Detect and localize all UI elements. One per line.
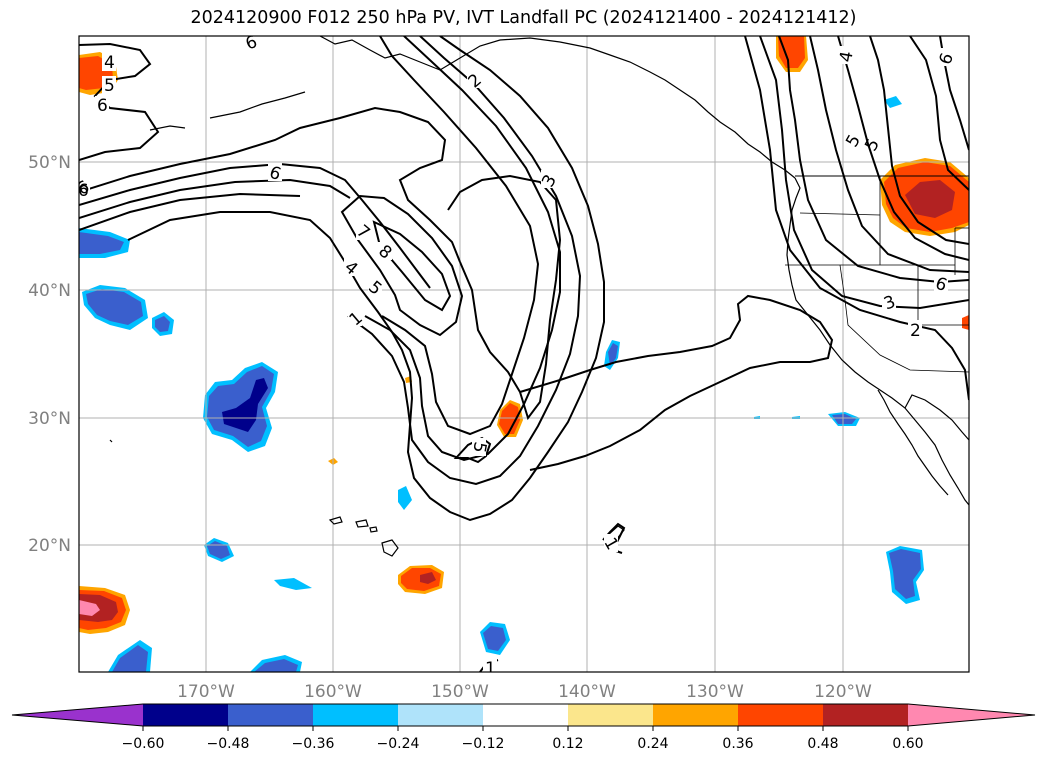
- colorbar-segment: [398, 704, 484, 726]
- lat-label: 40°N: [28, 281, 71, 301]
- colorbar-segment: [143, 704, 229, 726]
- pv-anomaly-regions: [79, 36, 969, 672]
- contour-label: 5: [861, 135, 884, 154]
- lon-label: 120°W: [814, 682, 872, 702]
- contour-label-halos: [79, 36, 952, 672]
- colorbar-tick-label: −0.36: [292, 736, 335, 752]
- lon-label: 170°W: [177, 682, 235, 702]
- colorbar-segment: [653, 704, 739, 726]
- lon-label: 160°W: [304, 682, 362, 702]
- colorbar-tick-label: −0.60: [122, 736, 165, 752]
- colorbar-tick-label: −0.24: [377, 736, 420, 752]
- latitude-labels: 50°N 40°N 30°N 20°N: [28, 153, 71, 556]
- graticule: [79, 36, 969, 672]
- contour-label: 5: [468, 440, 490, 454]
- contour-label: 2: [465, 70, 486, 92]
- colorbar-tick-label: 0.12: [552, 736, 583, 752]
- lon-label: 130°W: [686, 682, 744, 702]
- contour-label: 4: [104, 53, 115, 73]
- colorbar-tick-label: 0.48: [807, 736, 838, 752]
- contour-label: 5: [364, 277, 385, 299]
- contour-label: 7: [352, 221, 373, 243]
- colorbar-tick-label: 0.60: [892, 736, 923, 752]
- contour-label: 4: [836, 50, 858, 64]
- contour-label: 6: [78, 181, 89, 201]
- colorbar-extend-min: [12, 704, 143, 726]
- colorbar-tick-label: −0.48: [207, 736, 250, 752]
- contour-label: 2: [910, 321, 921, 341]
- lon-label: 140°W: [558, 682, 616, 702]
- longitude-labels: 170°W 160°W 150°W 140°W 130°W 120°W: [177, 682, 872, 702]
- map-title: 2024120900 F012 250 hPa PV, IVT Landfall…: [190, 8, 857, 28]
- colorbar-segment: [483, 704, 569, 726]
- colorbar-segment: [568, 704, 654, 726]
- colorbar-extend-max: [908, 704, 1035, 726]
- contour-label: 6: [243, 32, 260, 54]
- lat-label: 20°N: [28, 536, 71, 556]
- colorbar-tick-label: 0.24: [637, 736, 668, 752]
- colorbar: −0.60 −0.48 −0.36 −0.24 −0.12 0.12 0.24 0.36 0.4…: [11, 703, 1036, 752]
- map-field: 4 5 6 6 5 6 6 2 3 7 8 4 5 1 5 1 1 6 4 5 …: [78, 32, 969, 679]
- lat-label: 30°N: [28, 409, 71, 429]
- colorbar-segment: [823, 704, 909, 726]
- contour-label: 1: [485, 659, 496, 679]
- ivt-contours: [79, 36, 969, 672]
- lon-label: 150°W: [431, 682, 489, 702]
- colorbar-segment: [313, 704, 399, 726]
- colorbar-tick-label: 0.36: [722, 736, 753, 752]
- colorbar-segment: [228, 704, 314, 726]
- colorbar-segment: [738, 704, 824, 726]
- contour-label: 6: [97, 96, 108, 116]
- contour-label: 5: [104, 76, 115, 96]
- map-frame: [78, 35, 970, 673]
- coastlines: [109, 36, 969, 557]
- lat-label: 50°N: [28, 153, 71, 173]
- colorbar-tick-label: −0.12: [462, 736, 505, 752]
